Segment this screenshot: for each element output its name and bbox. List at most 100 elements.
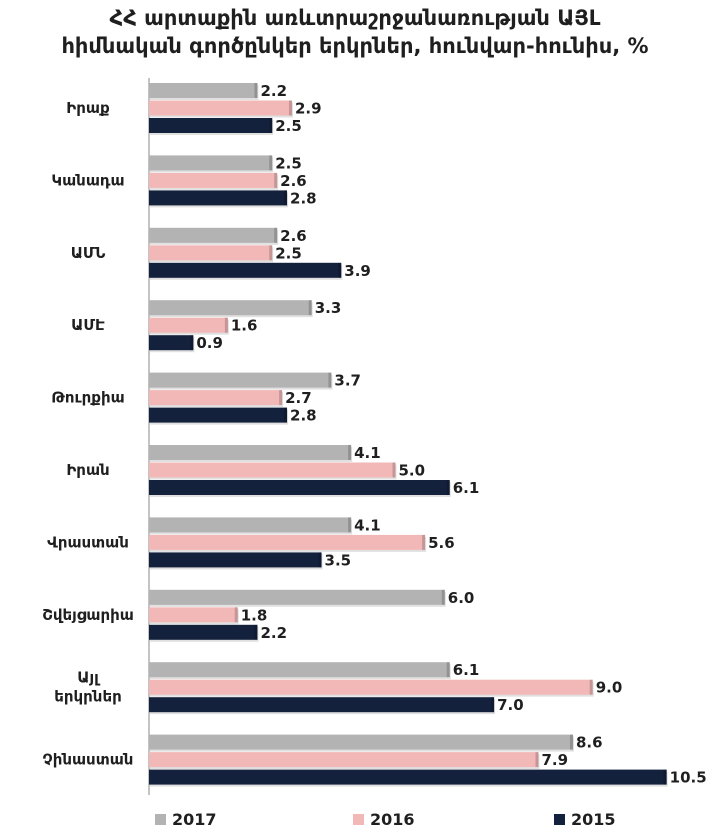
data-label: 6.1 — [453, 479, 480, 497]
bar-end-cap — [441, 589, 445, 605]
bar-end-cap — [234, 607, 238, 623]
bar-2015 — [149, 552, 322, 568]
bar-2017 — [149, 227, 278, 243]
category-label: Իրաք — [66, 99, 110, 117]
category-label: Չինաստան — [43, 751, 134, 769]
data-label: 3.7 — [334, 372, 361, 390]
bar-2015 — [149, 335, 194, 351]
data-label: 2.5 — [275, 244, 302, 262]
bar-chart: Իրաք2.22.92.5Կանադա2.52.62.8ԱՄՆ2.62.53.9… — [42, 78, 707, 795]
category-label: երկրներ — [54, 688, 121, 706]
bar-end-cap — [279, 390, 283, 406]
legend-item-2016: 2016 — [353, 810, 415, 829]
bar-end-cap — [328, 372, 332, 388]
chart-legend: 2017 2016 2015 — [0, 810, 710, 834]
bar-2017 — [149, 662, 450, 678]
bar-2016 — [149, 245, 273, 261]
bar-end-cap — [422, 534, 426, 550]
bar-end-cap — [589, 679, 593, 695]
data-label: 2.9 — [295, 100, 322, 118]
data-label: 9.0 — [596, 679, 623, 697]
bar-end-cap — [274, 227, 278, 243]
bar-end-cap — [288, 100, 292, 116]
bar-2016 — [149, 462, 396, 478]
bar-2015 — [149, 624, 258, 640]
bar-2017 — [149, 372, 332, 388]
bar-end-cap — [269, 155, 273, 171]
bar-2016 — [149, 390, 283, 406]
data-label: 3.5 — [325, 551, 352, 569]
bar-2016 — [149, 172, 278, 188]
bar-2017 — [149, 83, 258, 98]
data-label: 2.5 — [275, 154, 302, 172]
bar-end-cap — [254, 83, 258, 98]
bar-end-cap — [190, 335, 194, 351]
bar-end-cap — [569, 734, 573, 750]
bar-2015 — [149, 697, 495, 713]
bar-end-cap — [446, 480, 450, 495]
legend-label: 2016 — [370, 810, 415, 829]
bar-end-cap — [274, 172, 278, 188]
data-label: 2.2 — [260, 82, 287, 100]
category-label: Կանադա — [51, 171, 124, 189]
bar-2016 — [149, 607, 238, 623]
data-label: 7.0 — [497, 696, 524, 714]
bar-2017 — [149, 734, 573, 750]
chart-title-line-2: հիմնական գործընկեր երկրներ, հունվար-հուն… — [61, 34, 649, 58]
data-label: 2.6 — [280, 172, 307, 190]
bar-2016 — [149, 317, 228, 333]
bar-end-cap — [254, 624, 258, 640]
bar-2015 — [149, 769, 667, 785]
bar-end-cap — [491, 697, 495, 713]
legend-label: 2015 — [571, 810, 616, 829]
data-label: 1.8 — [241, 606, 268, 624]
data-label: 2.2 — [260, 624, 287, 642]
data-label: 2.5 — [275, 117, 302, 135]
bar-2017 — [149, 517, 352, 533]
legend-item-2017: 2017 — [155, 810, 217, 829]
data-label: 3.9 — [344, 262, 371, 280]
bar-2017 — [149, 445, 352, 460]
bar-end-cap — [269, 118, 273, 133]
data-label: 6.1 — [453, 661, 480, 679]
data-label: 8.6 — [576, 734, 603, 752]
bar-2015 — [149, 262, 342, 278]
data-label: 10.5 — [670, 769, 707, 787]
data-label: 6.0 — [448, 589, 475, 607]
bar-end-cap — [446, 662, 450, 678]
bar-2016 — [149, 100, 292, 116]
data-label: 2.6 — [280, 227, 307, 245]
bar-end-cap — [348, 445, 352, 460]
bar-end-cap — [318, 552, 322, 568]
legend-swatch — [353, 814, 364, 825]
category-label: ԱՄԷ — [71, 316, 105, 334]
bar-2016 — [149, 534, 426, 550]
category-label: Այլ — [77, 669, 101, 687]
bar-2016 — [149, 752, 539, 768]
bar-end-cap — [392, 462, 396, 478]
bar-end-cap — [269, 245, 273, 261]
bar-end-cap — [284, 190, 288, 206]
bar-2015 — [149, 190, 288, 206]
data-label: 7.9 — [541, 751, 568, 769]
bar-end-cap — [535, 752, 539, 768]
category-label: Վրաստան — [47, 533, 129, 551]
category-label: Իրան — [66, 461, 109, 479]
legend-swatch — [554, 814, 565, 825]
bar-2017 — [149, 300, 312, 316]
bar-end-cap — [338, 262, 342, 278]
legend-item-2015: 2015 — [554, 810, 616, 829]
category-label: ԱՄՆ — [71, 244, 106, 262]
legend-label: 2017 — [172, 810, 217, 829]
data-label: 2.7 — [285, 389, 312, 407]
bar-2015 — [149, 118, 273, 133]
bar-end-cap — [284, 407, 288, 423]
bar-2016 — [149, 679, 593, 695]
bar-end-cap — [663, 769, 667, 785]
bar-2015 — [149, 407, 288, 423]
bar-end-cap — [224, 317, 228, 333]
data-label: 0.9 — [196, 334, 223, 352]
chart-title-line-1: ՀՀ արտաքին առևտրաշրջանառության ԱՅԼ — [109, 6, 601, 30]
bar-2017 — [149, 155, 273, 171]
bar-2017 — [149, 589, 445, 605]
